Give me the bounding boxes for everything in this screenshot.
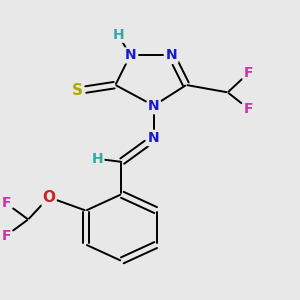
Text: H: H — [112, 28, 124, 42]
Text: S: S — [71, 83, 82, 98]
Text: F: F — [1, 196, 11, 210]
Text: N: N — [148, 131, 160, 145]
Text: F: F — [244, 102, 253, 116]
Text: N: N — [166, 48, 177, 62]
Text: F: F — [1, 229, 11, 243]
Text: O: O — [42, 190, 56, 205]
Text: N: N — [148, 99, 160, 113]
Text: H: H — [92, 152, 103, 166]
Text: F: F — [244, 66, 253, 80]
Text: N: N — [124, 48, 136, 62]
